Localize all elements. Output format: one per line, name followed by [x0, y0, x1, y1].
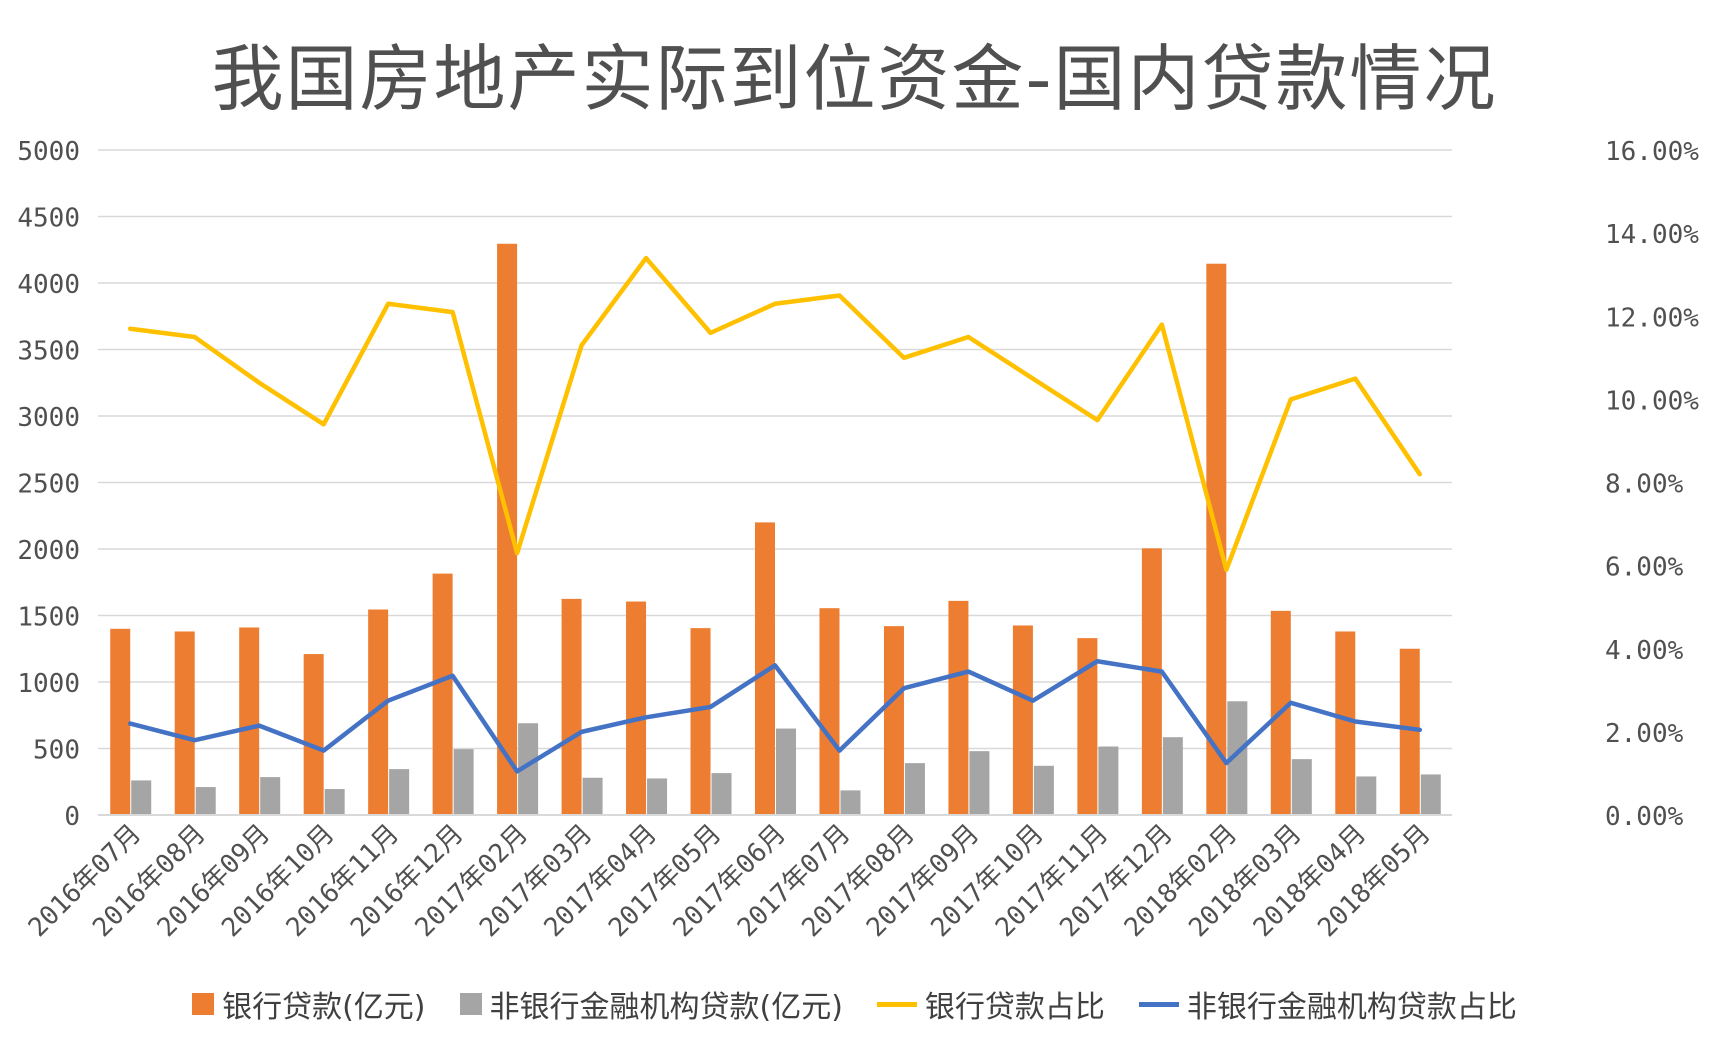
- bar-bank-loans: [690, 628, 711, 815]
- bar-nonbank-loans: [711, 773, 732, 815]
- y-left-tick-label: 2000: [17, 536, 80, 566]
- bar-bank-loans: [1399, 648, 1420, 815]
- chart-title: 我国房地产实际到位资金-国内贷款情况: [211, 37, 1498, 121]
- y-left-tick-label: 3500: [17, 337, 80, 367]
- legend-swatch-nonbank-ratio: [1138, 1001, 1179, 1007]
- bar-nonbank-loans: [324, 789, 345, 815]
- y-right-tick-label: 2.00%: [1605, 719, 1684, 749]
- bar-nonbank-loans: [1033, 765, 1054, 815]
- legend-swatch-bank-loans: [192, 993, 215, 1015]
- y-right-tick-label: 4.00%: [1605, 636, 1684, 666]
- legend-item-bank-loans: 银行贷款(亿元): [192, 982, 426, 1026]
- bar-bank-loans: [1012, 625, 1033, 815]
- bar-bank-loans: [883, 626, 904, 815]
- y-right-tick-label: 0.00%: [1605, 802, 1684, 832]
- bar-nonbank-loans: [1420, 774, 1441, 815]
- bar-nonbank-loans: [389, 769, 410, 815]
- y-left-tick-label: 4000: [17, 270, 80, 300]
- legend-item-nonbank-loans: 非银行金融机构贷款(亿元): [459, 982, 843, 1026]
- legend-swatch-bank-ratio: [876, 1001, 917, 1007]
- bar-nonbank-loans: [1098, 746, 1119, 815]
- bar-nonbank-loans: [969, 751, 990, 815]
- y-right-tick-label: 10.00%: [1605, 386, 1699, 416]
- bar-bank-loans: [174, 631, 195, 815]
- bar-nonbank-loans: [518, 723, 539, 815]
- bar-nonbank-loans: [195, 787, 216, 815]
- bar-nonbank-loans: [904, 763, 925, 815]
- bar-bank-loans: [1077, 638, 1098, 815]
- legend-label-bank-ratio: 银行贷款占比: [924, 990, 1105, 1025]
- bar-nonbank-loans: [1227, 701, 1248, 815]
- bar-bank-loans: [303, 654, 324, 815]
- bar-bank-loans: [755, 522, 775, 815]
- bar-bank-loans: [432, 573, 453, 815]
- y-left-tick-label: 1000: [17, 669, 80, 699]
- y-left-tick-label: 3000: [17, 403, 80, 433]
- bar-nonbank-loans: [131, 780, 152, 815]
- bar-bank-loans: [239, 627, 260, 815]
- legend-label-bank-loans: 银行贷款(亿元): [222, 990, 426, 1025]
- bar-nonbank-loans: [840, 790, 861, 815]
- legend-swatch-nonbank-loans: [459, 993, 482, 1015]
- y-right-tick-label: 14.00%: [1605, 220, 1699, 250]
- line-nonbank-ratio: [127, 658, 1423, 774]
- bar-bank-loans: [561, 598, 582, 815]
- y-left-tick-label: 500: [33, 736, 80, 766]
- bar-bank-loans: [368, 609, 389, 815]
- y-right-tick-label: 12.00%: [1605, 303, 1699, 333]
- bar-nonbank-loans: [582, 777, 603, 815]
- y-right-tick-label: 8.00%: [1605, 470, 1684, 500]
- bar-bank-loans: [1335, 631, 1356, 815]
- y-left-tick-label: 4500: [17, 204, 80, 234]
- y-right-tick-label: 16.00%: [1605, 137, 1699, 167]
- bar-nonbank-loans: [1356, 776, 1377, 815]
- legend-label-nonbank-loans: 非银行金融机构贷款(亿元): [489, 990, 843, 1025]
- y-left-tick-label: 1500: [17, 603, 80, 633]
- bar-bank-loans: [110, 628, 131, 815]
- y-left-tick-label: 5000: [17, 137, 80, 167]
- legend-item-bank-ratio: 银行贷款占比: [876, 982, 1105, 1026]
- bar-bank-loans: [626, 601, 647, 815]
- bar-bank-loans: [819, 608, 840, 815]
- bar-nonbank-loans: [260, 777, 281, 815]
- bar-nonbank-loans: [776, 728, 796, 815]
- legend: 银行贷款(亿元) 非银行金融机构贷款(亿元) 银行贷款占比 非银行金融机构贷款占…: [0, 980, 1709, 1028]
- y-left-tick-label: 2500: [17, 470, 80, 500]
- bar-nonbank-loans: [1162, 737, 1183, 815]
- legend-item-nonbank-ratio: 非银行金融机构贷款占比: [1138, 982, 1517, 1026]
- bar-bank-loans: [497, 243, 518, 815]
- bar-nonbank-loans: [1291, 759, 1312, 815]
- y-right-tick-label: 6.00%: [1605, 553, 1684, 583]
- bar-bank-loans: [1141, 548, 1162, 815]
- bar-nonbank-loans: [453, 749, 474, 815]
- bar-bank-loans: [948, 600, 969, 815]
- bar-nonbank-loans: [647, 778, 668, 815]
- y-left-tick-label: 0: [64, 802, 80, 832]
- line-bank-ratio: [127, 255, 1423, 573]
- legend-label-nonbank-ratio: 非银行金融机构贷款占比: [1186, 990, 1517, 1025]
